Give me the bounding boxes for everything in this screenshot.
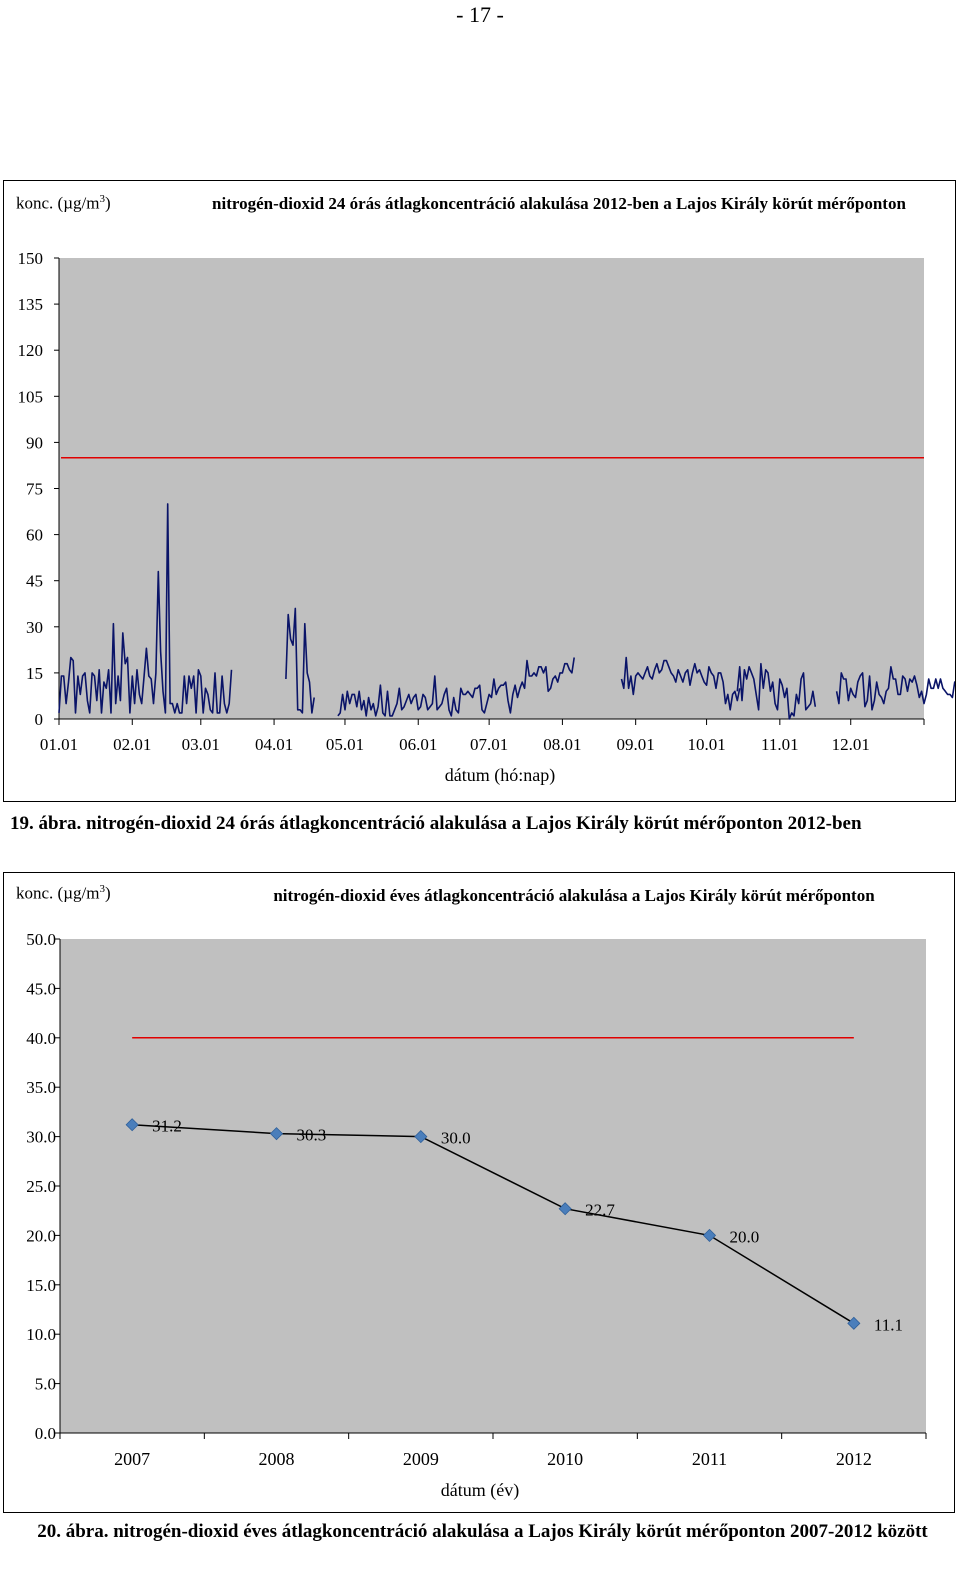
- y-tick-label: 45.0: [26, 979, 56, 998]
- data-point-marker: [702, 1228, 717, 1242]
- x-tick-label: 05.01: [326, 735, 364, 754]
- plot-area: [59, 258, 924, 719]
- series-line-segment: [835, 665, 955, 711]
- chart-plot: 0 15 30 45 60 75 90 105 120 135 150 01.01 02.01 03.01…: [18, 249, 955, 786]
- y-tick-label: 30.0: [26, 1128, 56, 1147]
- data-label: 20.0: [730, 1227, 760, 1246]
- plot-area: [60, 939, 926, 1433]
- y-tick-label: 90: [26, 433, 43, 452]
- series-line-segment: [337, 657, 575, 717]
- x-tick-label: 03.01: [182, 735, 220, 754]
- y-tick-label: 120: [18, 341, 44, 360]
- x-tick-label: 2007: [114, 1449, 150, 1469]
- y-tick-label: 75: [26, 480, 43, 499]
- data-label: 30.3: [297, 1126, 327, 1145]
- y-tick-label: 45: [26, 572, 43, 591]
- x-tick-label: 08.01: [543, 735, 581, 754]
- x-tick-label: 01.01: [40, 735, 78, 754]
- y-axis-label: konc. (µg/m3): [16, 883, 111, 903]
- data-label: 31.2: [152, 1117, 182, 1136]
- data-point-marker: [269, 1127, 284, 1141]
- data-label: 30.0: [441, 1129, 471, 1148]
- figure-caption-19: 19. ábra. nitrogén-dioxid 24 órás átlagk…: [10, 813, 862, 834]
- y-axis-label: konc. (µg/m3): [16, 193, 111, 213]
- x-tick-label: 09.01: [617, 735, 655, 754]
- y-tick-label: 60: [26, 526, 43, 545]
- y-tick-label: 15.0: [26, 1276, 56, 1295]
- chart-daily-no2: konc. (µg/m3) nitrogén-dioxid 24 órás át…: [3, 180, 956, 802]
- data-label: 22.7: [585, 1201, 615, 1220]
- y-tick-label: 25.0: [26, 1177, 56, 1196]
- chart-plot: 0.0 5.0 10.0 15.0 20.0 25.0 30.0 35.0 40.0 45.0 50…: [26, 930, 927, 1501]
- y-tick-label: 20.0: [26, 1226, 56, 1245]
- y-tick-label: 0: [35, 710, 44, 729]
- x-tick-label: 2008: [259, 1449, 295, 1469]
- data-point-marker: [847, 1316, 861, 1330]
- series-line-segment: [620, 656, 741, 711]
- y-tick-label: 5.0: [35, 1375, 56, 1394]
- data-point-marker: [558, 1202, 572, 1216]
- y-tick-label: 35.0: [26, 1078, 56, 1097]
- x-axis-label: dátum (év): [441, 1480, 519, 1501]
- x-tick-label: 06.01: [399, 735, 437, 754]
- y-tick-label: 135: [18, 295, 44, 314]
- chart-title: nitrogén-dioxid 24 órás átlagkoncentráci…: [212, 194, 906, 213]
- y-tick-label: 15: [26, 664, 43, 683]
- x-tick-label: 2010: [547, 1449, 583, 1469]
- x-tick-label: 10.01: [687, 735, 725, 754]
- series-line-segment: [736, 662, 817, 720]
- x-tick-label: 11.01: [761, 735, 799, 754]
- page-number: - 17 -: [456, 2, 504, 27]
- x-tick-label: 2012: [836, 1449, 872, 1469]
- x-tick-label: 07.01: [470, 735, 508, 754]
- y-tick-label: 105: [18, 387, 44, 406]
- chart-title: nitrogén-dioxid éves átlagkoncentráció a…: [273, 886, 875, 905]
- x-tick-label: 02.01: [113, 735, 151, 754]
- y-tick-label: 30: [26, 618, 43, 637]
- x-axis-label: dátum (hó:nap): [445, 765, 555, 786]
- x-tick-label: 04.01: [255, 735, 293, 754]
- y-tick-label: 50.0: [26, 930, 56, 949]
- y-tick-label: 10.0: [26, 1325, 56, 1344]
- data-label: 11.1: [874, 1315, 903, 1334]
- x-tick-label: 12.01: [832, 735, 870, 754]
- data-point-marker: [125, 1118, 139, 1132]
- y-tick-label: 150: [18, 249, 44, 268]
- series-line-segment: [285, 607, 315, 714]
- y-tick-label: 0.0: [35, 1424, 56, 1443]
- chart-annual-no2: konc. (µg/m3) nitrogén-dioxid éves átlag…: [3, 872, 955, 1513]
- y-tick-label: 40.0: [26, 1029, 56, 1048]
- series-line: [132, 1123, 855, 1324]
- figure-caption-20: 20. ábra. nitrogén-dioxid éves átlagkonc…: [37, 1521, 928, 1542]
- x-tick-label: 2009: [403, 1449, 439, 1469]
- series-line-segment: [58, 503, 233, 714]
- data-point-marker: [414, 1130, 428, 1144]
- x-tick-label: 2011: [692, 1449, 727, 1469]
